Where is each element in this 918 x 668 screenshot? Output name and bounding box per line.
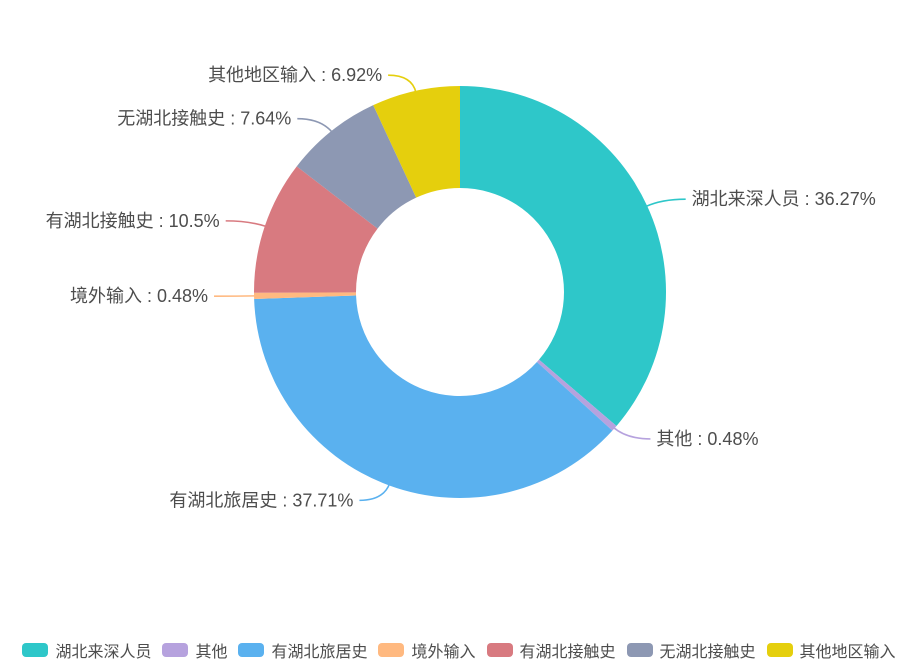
- chart-legend: 湖北来深人员 其他 有湖北旅居史 境外输入 有湖北接触史 无湖北接触史 其他地区输入: [0, 638, 918, 662]
- label-leader-line: [612, 426, 651, 440]
- legend-label: 无湖北接触史: [659, 644, 756, 661]
- label-leader-line: [225, 220, 268, 228]
- pie-slice-6[interactable]: [296, 105, 417, 229]
- legend-item-5[interactable]: 有湖北接触史: [486, 638, 616, 662]
- pie-slice-1[interactable]: [460, 86, 667, 426]
- label-leader-line: [297, 117, 334, 134]
- legend-swatch: [766, 643, 793, 657]
- slice-label: 其他地区输入 : 6.92%: [208, 65, 382, 85]
- label-leader-line: [359, 483, 391, 502]
- legend-item-6[interactable]: 无湖北接触史: [626, 638, 756, 662]
- slice-label: 有湖北旅居史 : 37.71%: [169, 490, 353, 510]
- slice-label: 无湖北接触史 : 7.64%: [117, 109, 291, 129]
- legend-item-7[interactable]: 其他地区输入: [766, 638, 896, 662]
- legend-swatch: [162, 643, 189, 657]
- slice-label: 其他 : 0.48%: [656, 429, 758, 449]
- legend-label: 其他: [195, 644, 228, 661]
- slice-label: 有湖北接触史 : 10.5%: [46, 211, 220, 231]
- slice-label: 境外输入 : 0.48%: [70, 286, 208, 306]
- legend-item-1[interactable]: 湖北来深人员: [22, 638, 151, 662]
- legend-label: 湖北来深人员: [55, 644, 152, 661]
- legend-swatch: [486, 643, 513, 657]
- legend-item-3[interactable]: 有湖北旅居史: [238, 638, 367, 662]
- legend-swatch: [626, 643, 653, 657]
- legend-swatch: [22, 643, 49, 657]
- legend-item-4[interactable]: 境外输入: [378, 638, 476, 662]
- pie-slice-7[interactable]: [373, 86, 460, 198]
- pie-slice-3[interactable]: [254, 295, 613, 498]
- label-leader-line: [644, 198, 686, 208]
- legend-label: 其他地区输入: [799, 644, 896, 661]
- legend-label: 有湖北接触史: [519, 644, 616, 661]
- pie-slice-4[interactable]: [254, 292, 357, 299]
- label-leader-line: [388, 74, 417, 94]
- legend-label: 有湖北旅居史: [271, 644, 368, 661]
- pie-slice-2[interactable]: [536, 359, 617, 431]
- slice-label: 湖北来深人员 : 36.27%: [692, 189, 876, 209]
- legend-swatch: [378, 643, 405, 657]
- legend-item-2[interactable]: 其他: [162, 638, 227, 662]
- legend-swatch: [238, 643, 265, 657]
- legend-label: 境外输入: [411, 644, 476, 661]
- pie-slice-5[interactable]: [253, 166, 378, 293]
